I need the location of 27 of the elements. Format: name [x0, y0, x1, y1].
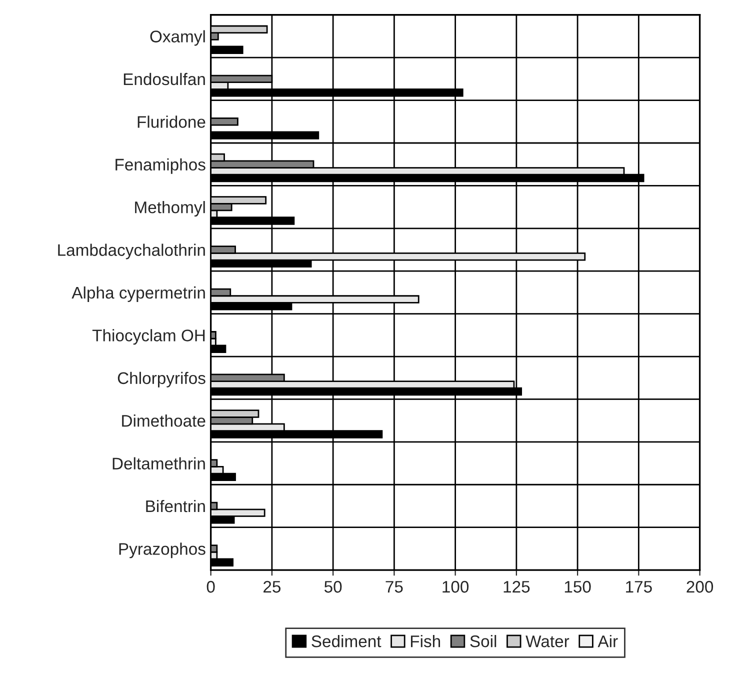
legend-label: Fish: [410, 634, 440, 648]
y-tick-label: Oxamyl: [150, 30, 205, 46]
x-tick-label: 150: [564, 580, 591, 593]
y-tick-label: Dimethoate: [122, 414, 206, 427]
y-tick-label: Alpha cypermetrin: [72, 286, 205, 302]
y-tick-label: Pyrazophos: [119, 542, 206, 558]
y-tick-label: Thiocyclam OH: [92, 329, 205, 345]
legend-label: Soil: [470, 634, 496, 648]
y-tick-label: Fenamiphos: [116, 158, 206, 174]
y-tick-label: Fluridone: [138, 116, 206, 128]
y-tick-label: Deltamethrin: [112, 457, 205, 470]
x-tick-label: 125: [504, 580, 530, 593]
y-tick-label: Bifentrin: [146, 500, 205, 512]
x-tick-label: 100: [442, 580, 469, 593]
y-tick-label: Methomyl: [135, 201, 205, 217]
y-tick-label: Endosulfan: [124, 72, 205, 86]
x-tick-label: 75: [386, 581, 403, 593]
legend-label: Sediment: [312, 634, 382, 648]
x-tick-label: 175: [626, 581, 652, 593]
x-tick-label: 200: [686, 580, 714, 593]
y-tick-label: Chlorpyrifos: [118, 372, 206, 388]
legend-label: Water: [526, 636, 570, 648]
legend-label: Air: [598, 634, 618, 648]
y-tick-label: Lambdacychalothrin: [58, 244, 205, 260]
x-tick-label: 0: [206, 580, 215, 593]
x-tick-label: 50: [324, 580, 342, 593]
x-tick-label: 25: [264, 580, 281, 593]
